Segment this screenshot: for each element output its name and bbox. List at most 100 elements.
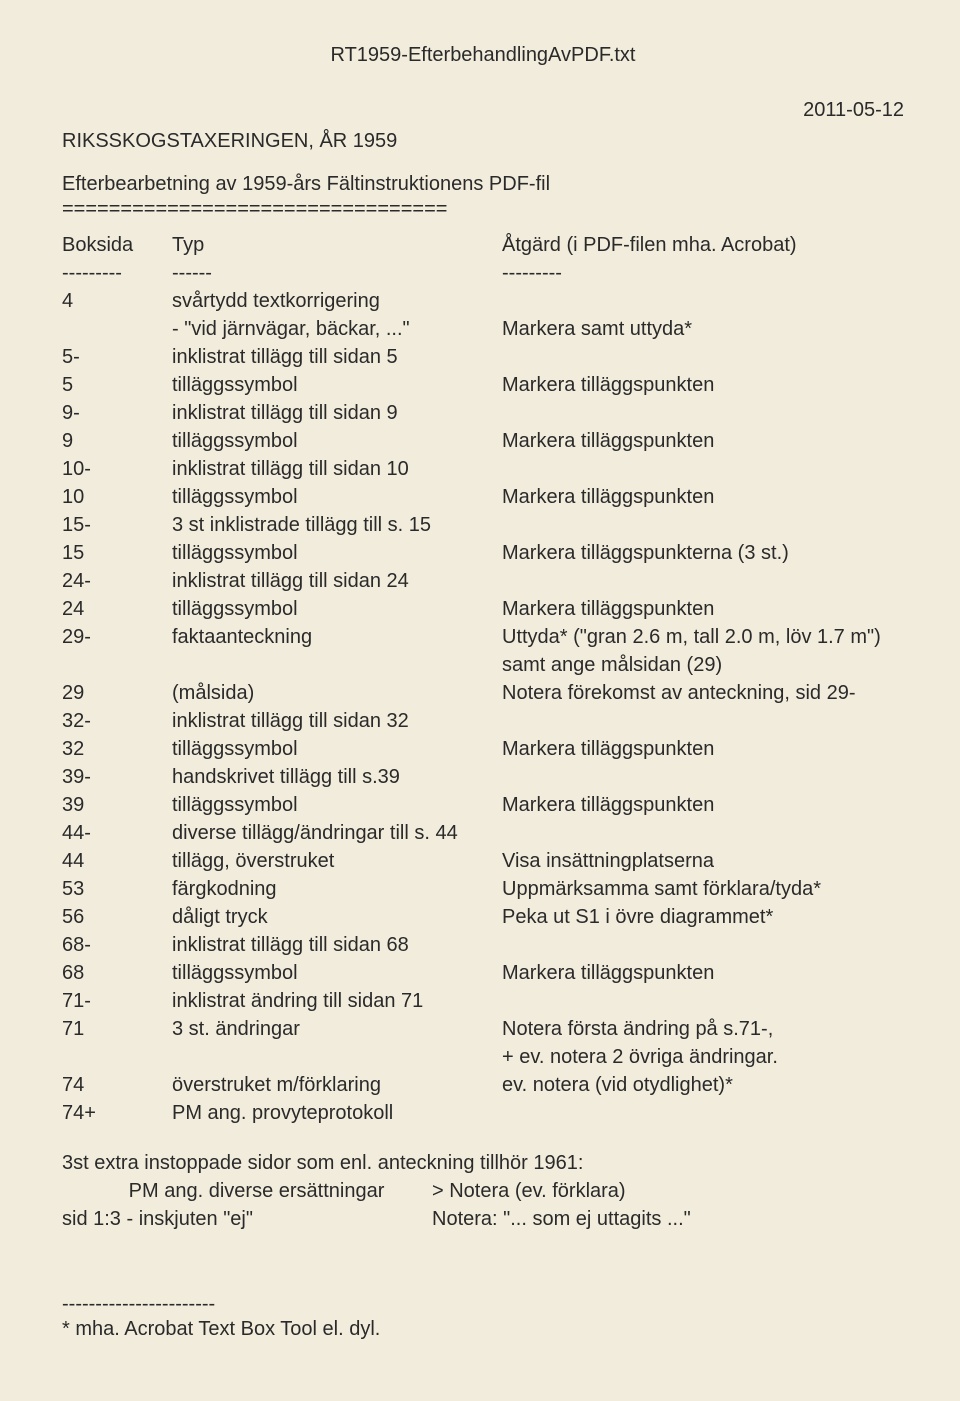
footer-note-left: sid 1:3 - inskjuten "ej" bbox=[62, 1205, 432, 1233]
cell-boksida: 44 bbox=[62, 847, 172, 875]
cell-typ: inklistrat tillägg till sidan 68 bbox=[172, 931, 502, 959]
table-row: 10-inklistrat tillägg till sidan 10 bbox=[62, 455, 904, 483]
cell-boksida: 10 bbox=[62, 483, 172, 511]
footer-block: 3st extra instoppade sidor som enl. ante… bbox=[62, 1149, 904, 1233]
cell-boksida: 68- bbox=[62, 931, 172, 959]
cell-boksida: 5- bbox=[62, 343, 172, 371]
cell-atgard: Markera tilläggspunkten bbox=[502, 483, 904, 511]
dash-c3: --------- bbox=[502, 259, 904, 287]
table-row: 44tillägg, överstruketVisa insättningpla… bbox=[62, 847, 904, 875]
cell-boksida: 56 bbox=[62, 903, 172, 931]
footer-note-left: PM ang. diverse ersättningar bbox=[62, 1177, 432, 1205]
cell-atgard: Visa insättningplatserna bbox=[502, 847, 904, 875]
table-row: 56dåligt tryckPeka ut S1 i övre diagramm… bbox=[62, 903, 904, 931]
cell-typ: överstruket m/förklaring bbox=[172, 1071, 502, 1099]
col-header-boksida: Boksida bbox=[62, 231, 172, 259]
intro-divider: ================================= bbox=[62, 198, 904, 221]
cell-typ: inklistrat tillägg till sidan 9 bbox=[172, 399, 502, 427]
table-row: 10tilläggssymbolMarkera tilläggspunkten bbox=[62, 483, 904, 511]
table-row: 24tilläggssymbolMarkera tilläggspunkten bbox=[62, 595, 904, 623]
table-row: 53färgkodningUppmärksamma samt förklara/… bbox=[62, 875, 904, 903]
cell-boksida: 71 bbox=[62, 1015, 172, 1043]
cell-atgard: + ev. notera 2 övriga ändringar. bbox=[502, 1043, 904, 1071]
table-row: 9tilläggssymbolMarkera tilläggspunkten bbox=[62, 427, 904, 455]
cell-boksida bbox=[62, 651, 172, 679]
cell-atgard bbox=[502, 455, 904, 483]
table-row: 68-inklistrat tillägg till sidan 68 bbox=[62, 931, 904, 959]
cell-atgard: Markera tilläggspunkten bbox=[502, 735, 904, 763]
cell-typ: diverse tillägg/ändringar till s. 44 bbox=[172, 819, 502, 847]
footer-note-row: sid 1:3 - inskjuten "ej"Notera: "... som… bbox=[62, 1205, 904, 1233]
cell-boksida: 15 bbox=[62, 539, 172, 567]
table-row: 29-faktaanteckningUttyda* ("gran 2.6 m, … bbox=[62, 623, 904, 651]
cell-boksida: 74 bbox=[62, 1071, 172, 1099]
dash-c1: --------- bbox=[62, 259, 172, 287]
cell-boksida bbox=[62, 1043, 172, 1071]
cell-atgard: Notera förekomst av anteckning, sid 29- bbox=[502, 679, 904, 707]
document-title: RT1959-EfterbehandlingAvPDF.txt bbox=[62, 44, 904, 67]
cell-typ: faktaanteckning bbox=[172, 623, 502, 651]
table-row: samt ange målsidan (29) bbox=[62, 651, 904, 679]
table-row: 74+PM ang. provyteprotokoll bbox=[62, 1099, 904, 1127]
cell-typ: inklistrat tillägg till sidan 10 bbox=[172, 455, 502, 483]
cell-boksida: 44- bbox=[62, 819, 172, 847]
cell-typ bbox=[172, 1043, 502, 1071]
cell-boksida: 24 bbox=[62, 595, 172, 623]
cell-atgard bbox=[502, 763, 904, 791]
cell-boksida: 9- bbox=[62, 399, 172, 427]
cell-typ: inklistrat tillägg till sidan 32 bbox=[172, 707, 502, 735]
footer-note-row: PM ang. diverse ersättningar> Notera (ev… bbox=[62, 1177, 904, 1205]
document-date: 2011-05-12 bbox=[62, 99, 904, 122]
cell-typ: tilläggssymbol bbox=[172, 959, 502, 987]
cell-atgard bbox=[502, 567, 904, 595]
cell-atgard: Uppmärksamma samt förklara/tyda* bbox=[502, 875, 904, 903]
footer-note-right: > Notera (ev. förklara) bbox=[432, 1177, 904, 1205]
cell-typ: 3 st. ändringar bbox=[172, 1015, 502, 1043]
cell-typ: tilläggssymbol bbox=[172, 595, 502, 623]
cell-typ: 3 st inklistrade tillägg till s. 15 bbox=[172, 511, 502, 539]
cell-atgard: Notera första ändring på s.71-, bbox=[502, 1015, 904, 1043]
cell-atgard bbox=[502, 987, 904, 1015]
table-row: 15-3 st inklistrade tillägg till s. 15 bbox=[62, 511, 904, 539]
cell-boksida: 39- bbox=[62, 763, 172, 791]
footer-notes: PM ang. diverse ersättningar> Notera (ev… bbox=[62, 1177, 904, 1233]
table-row: 713 st. ändringarNotera första ändring p… bbox=[62, 1015, 904, 1043]
table-row: 15tilläggssymbolMarkera tilläggspunktern… bbox=[62, 539, 904, 567]
cell-atgard: Markera tilläggspunkterna (3 st.) bbox=[502, 539, 904, 567]
cell-atgard: samt ange målsidan (29) bbox=[502, 651, 904, 679]
table-row: 32-inklistrat tillägg till sidan 32 bbox=[62, 707, 904, 735]
cell-boksida: 32 bbox=[62, 735, 172, 763]
footer-line-1: 3st extra instoppade sidor som enl. ante… bbox=[62, 1149, 904, 1177]
table-row: 68tilläggssymbolMarkera tilläggspunkten bbox=[62, 959, 904, 987]
footnote: * mha. Acrobat Text Box Tool el. dyl. bbox=[62, 1318, 904, 1341]
cell-atgard: Markera tilläggspunkten bbox=[502, 959, 904, 987]
cell-atgard bbox=[502, 819, 904, 847]
cell-atgard: Markera tilläggspunkten bbox=[502, 791, 904, 819]
intro-line: Efterbearbetning av 1959-års Fältinstruk… bbox=[62, 171, 904, 198]
cell-atgard: Uttyda* ("gran 2.6 m, tall 2.0 m, löv 1.… bbox=[502, 623, 904, 651]
cell-typ: tillägg, överstruket bbox=[172, 847, 502, 875]
dash-c2: ------ bbox=[172, 259, 502, 287]
cell-boksida bbox=[62, 315, 172, 343]
cell-typ: dåligt tryck bbox=[172, 903, 502, 931]
table-row: 4svårtydd textkorrigering bbox=[62, 287, 904, 315]
table-row: 39tilläggssymbolMarkera tilläggspunkten bbox=[62, 791, 904, 819]
cell-boksida: 32- bbox=[62, 707, 172, 735]
cell-boksida: 24- bbox=[62, 567, 172, 595]
table-row: + ev. notera 2 övriga ändringar. bbox=[62, 1043, 904, 1071]
cell-boksida: 68 bbox=[62, 959, 172, 987]
table-row: 74överstruket m/förklaringev. notera (vi… bbox=[62, 1071, 904, 1099]
cell-atgard: Markera samt uttyda* bbox=[502, 315, 904, 343]
table-row: 29(målsida)Notera förekomst av antecknin… bbox=[62, 679, 904, 707]
cell-typ: tilläggssymbol bbox=[172, 483, 502, 511]
cell-typ: inklistrat tillägg till sidan 24 bbox=[172, 567, 502, 595]
cell-atgard: ev. notera (vid otydlighet)* bbox=[502, 1071, 904, 1099]
document-page: RT1959-EfterbehandlingAvPDF.txt 2011-05-… bbox=[0, 0, 960, 1401]
cell-boksida: 39 bbox=[62, 791, 172, 819]
cell-boksida: 29- bbox=[62, 623, 172, 651]
cell-typ: inklistrat tillägg till sidan 5 bbox=[172, 343, 502, 371]
cell-typ: svårtydd textkorrigering bbox=[172, 287, 502, 315]
cell-typ: handskrivet tillägg till s.39 bbox=[172, 763, 502, 791]
cell-typ: tilläggssymbol bbox=[172, 791, 502, 819]
cell-atgard bbox=[502, 399, 904, 427]
